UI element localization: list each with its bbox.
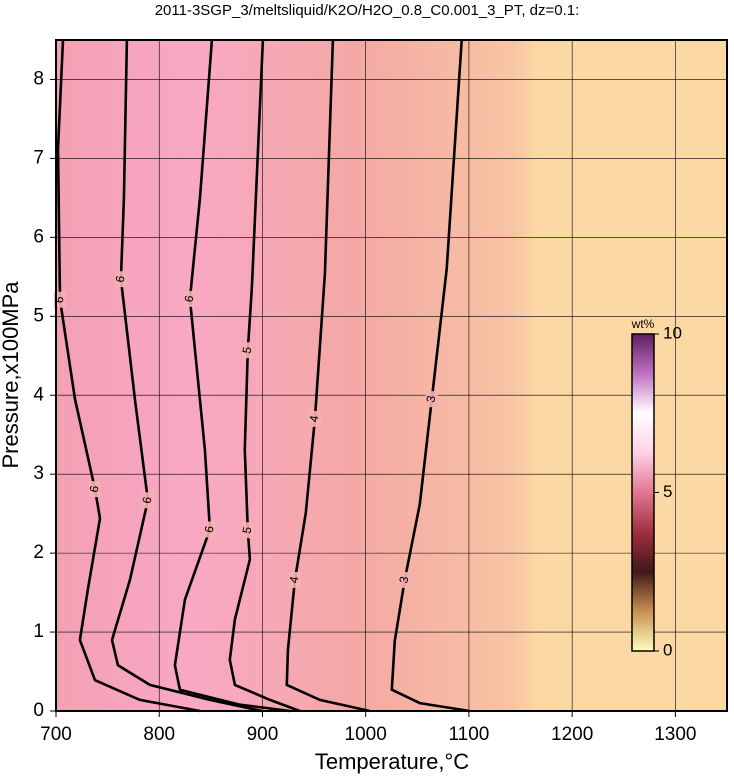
contour-label: 3 — [423, 394, 438, 403]
colorbar-tick-label: 0 — [663, 640, 672, 659]
contour-label: 6 — [113, 274, 128, 283]
chart-title: 2011-3SGP_3/meltsliquid/K2O/H2O_0.8_C0.0… — [155, 2, 580, 19]
contour-label-bg — [141, 492, 154, 509]
y-tick-label: 5 — [33, 305, 44, 326]
contour-label: 4 — [307, 414, 322, 423]
x-tick-label: 800 — [143, 724, 175, 745]
colorbar-tick-label: 10 — [663, 323, 682, 342]
contour-label-bg — [241, 342, 254, 359]
contour-label: 6 — [87, 484, 102, 493]
contour-label-bg — [398, 571, 411, 588]
contour-line — [110, 39, 263, 713]
y-tick-label: 4 — [33, 384, 44, 405]
contour-label: 6 — [52, 295, 67, 304]
plot-background — [56, 40, 727, 711]
y-tick-label: 0 — [33, 700, 44, 721]
contour-label: 3 — [396, 575, 411, 584]
y-tick-label: 1 — [33, 621, 44, 642]
plot-frame — [55, 39, 728, 712]
colorbar-label: wt% — [631, 317, 655, 331]
x-axis-label: Temperature,°C — [315, 749, 469, 774]
x-tick-label: 700 — [40, 724, 72, 745]
y-axis-label: Pressure,x100MPa — [0, 281, 23, 469]
y-tick-label: 7 — [33, 147, 44, 168]
y-tick-label: 8 — [33, 68, 44, 89]
x-tick-label: 1200 — [551, 724, 593, 745]
contour-line — [228, 39, 301, 713]
contour-line — [56, 39, 201, 713]
contour-label-bg — [114, 271, 127, 288]
y-tick-label: 6 — [33, 226, 44, 247]
contour-label-bg — [54, 291, 67, 308]
contour-label: 6 — [182, 294, 197, 303]
y-tick-label: 2 — [33, 542, 44, 563]
contour-label: 4 — [287, 575, 302, 584]
x-tick-label: 1300 — [654, 724, 696, 745]
x-tick-label: 1100 — [448, 724, 489, 745]
contour-label-bg — [241, 522, 254, 539]
contour-label: 5 — [240, 345, 255, 354]
contour-label: 6 — [202, 524, 217, 533]
x-tick-label: 900 — [247, 724, 279, 745]
contour-label-bg — [183, 290, 196, 307]
contour-label-bg — [425, 391, 438, 408]
contour-label: 6 — [140, 495, 155, 504]
contour-label-bg — [308, 410, 321, 427]
contour-label: 5 — [240, 525, 255, 534]
x-tick-label: 1000 — [345, 724, 387, 745]
contour-line — [173, 39, 290, 713]
contour-label-bg — [288, 571, 301, 588]
colorbar — [631, 333, 655, 652]
colorbar-tick-label: 5 — [663, 482, 672, 501]
contour-label-bg — [203, 521, 216, 538]
contour-label-bg — [89, 481, 102, 498]
y-tick-label: 3 — [33, 463, 44, 484]
